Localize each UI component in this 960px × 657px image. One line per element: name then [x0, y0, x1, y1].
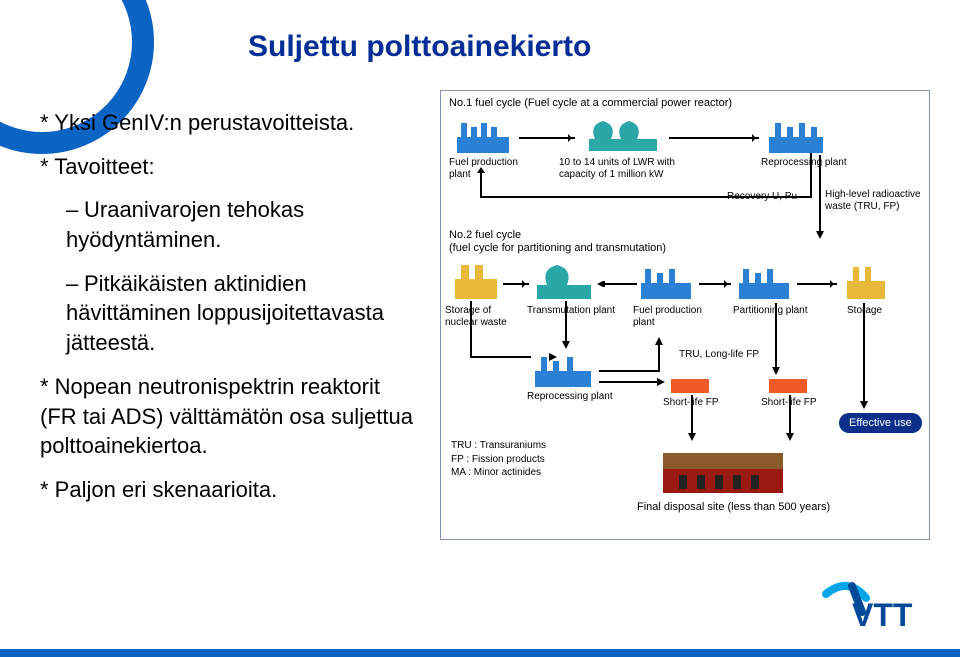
final-disposal-icon [663, 443, 783, 497]
footer-bar [0, 649, 960, 657]
slide: Suljettu polttoainekierto * Yksi GenIV:n… [0, 0, 960, 657]
bullet-1: * Yksi GenIV:n perustavoitteista. [40, 108, 420, 138]
reprocessing-2-label: Reprocessing plant [527, 391, 613, 403]
final-disposal-label: Final disposal site (less than 500 years… [637, 501, 830, 514]
arrow-icon [797, 283, 837, 285]
short-fp-box-2-icon [769, 379, 807, 393]
fuel-production-plant-1-icon [455, 119, 513, 155]
fuel-production-plant-2-icon [639, 265, 695, 301]
bullet-2b-text: Pitkäikäisten aktinidien hävittäminen lo… [66, 271, 384, 355]
cycle2-header: No.2 fuel cycle (fuel cycle for partitio… [449, 229, 666, 254]
arrow-up-icon [597, 335, 677, 375]
bullet-list: * Yksi GenIV:n perustavoitteista. * Tavo… [40, 108, 420, 519]
reprocessing-plant-2-icon [533, 353, 595, 389]
reprocessing-plant-1-icon [767, 119, 827, 155]
bullet-4: * Paljon eri skenaarioita. [40, 475, 420, 505]
bullet-2a: –Uraanivarojen tehokas hyödyntäminen. [66, 195, 420, 254]
storage-waste-icon [451, 263, 501, 303]
storage-2-icon [843, 267, 889, 303]
arrow-icon [503, 283, 529, 285]
hlw-label: High-level radioactive waste (TRU, FP) [825, 189, 921, 212]
arrow-icon [519, 137, 575, 139]
page-title: Suljettu polttoainekierto [248, 30, 591, 64]
fuel-cycle-diagram: No.1 fuel cycle (Fuel cycle at a commerc… [440, 90, 930, 540]
legend-ma: MA : Minor actinides [451, 466, 546, 480]
bullet-3: * Nopean neutronispektrin reaktorit (FR … [40, 372, 420, 461]
vtt-logo: VTT [822, 580, 932, 637]
transmutation-plant-icon [533, 261, 595, 303]
legend-tru: TRU : Transuraniums [451, 439, 546, 453]
down-arrow-icon [813, 155, 827, 241]
arrow-icon [669, 137, 759, 139]
down-arrow-icon [771, 303, 781, 377]
effective-use-badge: Effective use [839, 413, 922, 433]
down-arrow-icon [859, 303, 869, 411]
bullet-2: * Tavoitteet: [40, 152, 420, 182]
short-fp-box-1-icon [671, 379, 709, 393]
tru-longlife-label: TRU, Long-life FP [679, 349, 759, 361]
down-arrow-icon [785, 395, 795, 443]
arrow-icon [699, 283, 731, 285]
lwr-units-icon [583, 115, 663, 155]
partitioning-plant-icon [737, 265, 793, 301]
return-arrow-icon [461, 151, 841, 213]
arrow-left-icon [597, 281, 637, 287]
corner-decoration [0, 0, 110, 62]
bullet-2b: –Pitkäikäisten aktinidien hävittäminen l… [66, 269, 420, 358]
legend: TRU : Transuraniums FP : Fission product… [451, 439, 546, 480]
fuel-production-2-label: Fuel production plant [633, 305, 702, 328]
cycle1-header: No.1 fuel cycle (Fuel cycle at a commerc… [449, 97, 732, 110]
down-arrow-icon [561, 301, 571, 351]
bullet-2a-text: Uraanivarojen tehokas hyödyntäminen. [66, 197, 304, 252]
legend-fp: FP : Fission products [451, 453, 546, 467]
arrow-icon [599, 377, 669, 387]
down-arrow-icon [687, 395, 697, 443]
logo-text: VTT [852, 597, 913, 632]
